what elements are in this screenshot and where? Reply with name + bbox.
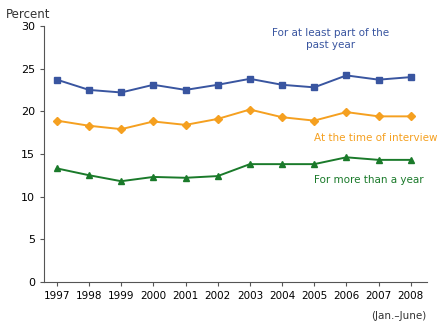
Text: Percent: Percent <box>6 8 50 21</box>
Text: At the time of interview: At the time of interview <box>314 133 438 144</box>
Text: (Jan.–June): (Jan.–June) <box>371 311 427 321</box>
Text: For at least part of the
past year: For at least part of the past year <box>272 28 389 50</box>
Text: For more than a year: For more than a year <box>314 175 424 185</box>
